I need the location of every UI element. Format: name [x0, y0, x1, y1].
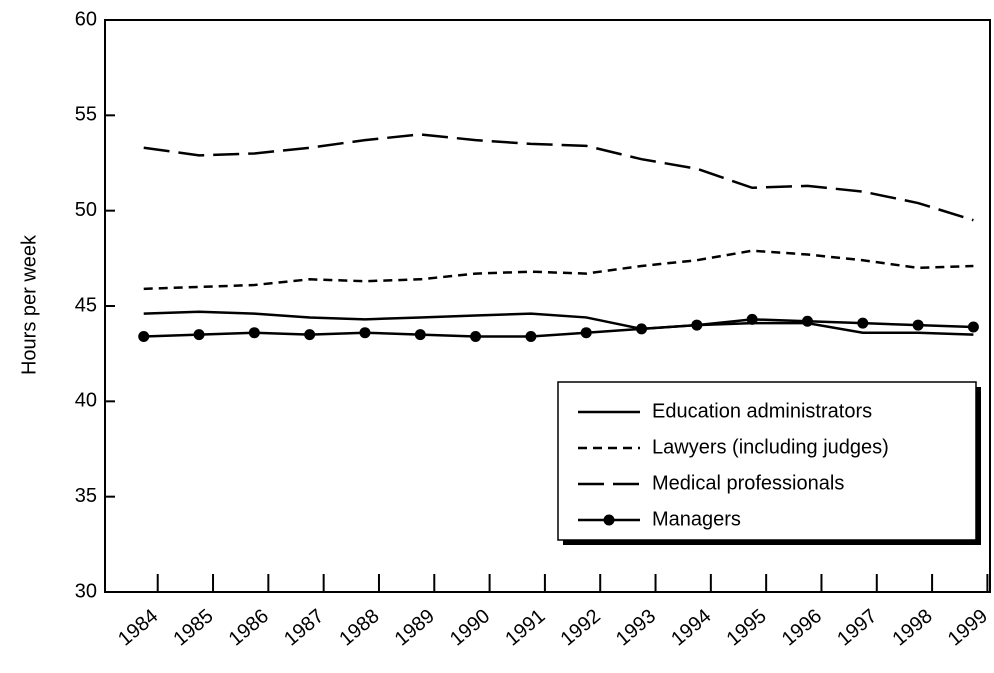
- y-tick-label: 40: [75, 390, 97, 412]
- y-axis-label: Hours per week: [18, 234, 40, 375]
- x-tick-label: 1991: [501, 605, 549, 650]
- point-marker: [801, 315, 813, 327]
- x-tick-label: 1992: [557, 605, 605, 650]
- series-line: [143, 133, 974, 222]
- series-line: [143, 318, 974, 338]
- point-marker: [525, 331, 537, 343]
- x-tick-label: 1996: [778, 605, 826, 650]
- legend-label: Education administrators: [652, 400, 872, 422]
- point-marker: [248, 327, 260, 339]
- legend-box: [557, 381, 977, 541]
- point-marker: [138, 331, 150, 343]
- x-tick-label: 1995: [723, 605, 771, 650]
- legend-marker: [603, 514, 615, 526]
- x-tick-label: 1997: [833, 605, 881, 650]
- legend-label: Managers: [652, 508, 741, 530]
- point-marker: [359, 327, 371, 339]
- x-tick-label: 1998: [888, 605, 936, 650]
- y-tick-label: 35: [75, 485, 97, 507]
- series-line: [143, 310, 974, 336]
- x-tick-label: 1986: [225, 605, 273, 650]
- point-marker: [193, 329, 205, 341]
- x-tick-label: 1994: [667, 605, 715, 650]
- point-marker: [691, 319, 703, 331]
- point-marker: [304, 329, 316, 341]
- y-tick-label: 50: [75, 199, 97, 221]
- point-marker: [580, 327, 592, 339]
- point-marker: [636, 323, 648, 335]
- series-line: [143, 249, 974, 291]
- x-tick-label: 1984: [114, 605, 162, 650]
- legend-label: Medical professionals: [652, 472, 844, 494]
- x-tick-label: 1985: [169, 605, 217, 650]
- x-tick-label: 1988: [335, 605, 383, 650]
- x-tick-label: 1993: [612, 605, 660, 650]
- x-tick-label: 1989: [391, 605, 439, 650]
- x-tick-label: 1999: [944, 605, 992, 650]
- y-tick-label: 45: [75, 294, 97, 316]
- y-tick-label: 30: [75, 580, 97, 602]
- x-tick-label: 1990: [446, 605, 494, 650]
- point-marker: [857, 317, 869, 329]
- point-marker: [746, 313, 758, 325]
- legend-label: Lawyers (including judges): [652, 436, 889, 458]
- point-marker: [912, 319, 924, 331]
- x-tick-label: 1987: [280, 605, 328, 650]
- point-marker: [414, 329, 426, 341]
- y-tick-label: 60: [75, 8, 97, 30]
- point-marker: [967, 321, 979, 333]
- point-marker: [470, 331, 482, 343]
- y-tick-label: 55: [75, 104, 97, 126]
